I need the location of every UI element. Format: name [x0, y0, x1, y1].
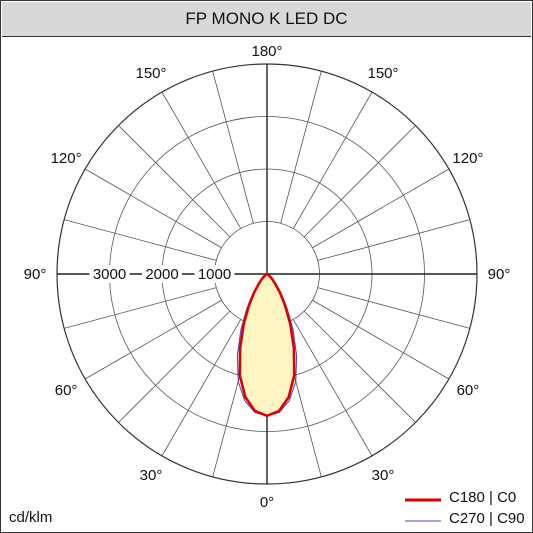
legend-item-c180-c0: C180 | C0: [401, 489, 531, 507]
angle-label: 180°: [251, 43, 282, 60]
angle-label: 30°: [372, 467, 395, 484]
angle-label: 150°: [135, 65, 166, 82]
grid-spoke: [303, 125, 416, 238]
radial-tick-label: 1000: [198, 266, 231, 283]
angle-label: 150°: [367, 65, 398, 82]
grid-spoke: [280, 71, 322, 224]
angle-label: 120°: [51, 150, 82, 167]
grid-spoke: [118, 125, 231, 238]
series-line-c180-c0: [238, 272, 296, 418]
grid-spoke: [317, 219, 470, 261]
chart-title: FP MONO K LED DC: [2, 2, 531, 37]
grid-spoke: [212, 71, 254, 224]
legend-label-c180-c0: C180 | C0: [449, 489, 517, 506]
radial-tick-bg: [142, 265, 182, 283]
legend-swatch-c180-c0: [405, 498, 441, 502]
series-fill-c180-c0: [239, 274, 295, 416]
grid-spoke: [64, 287, 217, 329]
grid-spoke: [118, 310, 231, 423]
angle-label: 90°: [488, 266, 511, 283]
grid-spoke: [317, 287, 470, 329]
grid-spoke: [312, 299, 450, 380]
grid-spoke: [312, 168, 450, 249]
grid-spoke: [84, 299, 222, 380]
grid-spoke: [84, 168, 222, 249]
legend-label-c270-c90: C270 | C90: [449, 510, 525, 527]
radial-tick-label: 2000: [145, 266, 178, 283]
grid-spoke: [64, 219, 217, 261]
grid-spoke: [161, 319, 242, 457]
radial-tick-bg: [194, 265, 235, 283]
grid-spoke: [161, 91, 242, 229]
legend-item-c270-c90: C270 | C90: [401, 510, 531, 528]
grid-spoke: [292, 319, 373, 457]
radial-tick-bg: [89, 265, 130, 283]
legend-swatch-c270-c90: [405, 520, 441, 522]
radial-tick-label: 3000: [93, 266, 126, 283]
angle-label: 60°: [55, 382, 78, 399]
angle-label: 0°: [260, 494, 274, 511]
angle-label: 120°: [452, 150, 483, 167]
angle-label: 60°: [457, 382, 480, 399]
angle-label: 90°: [24, 266, 47, 283]
grid-spoke: [292, 91, 373, 229]
angle-label: 30°: [140, 467, 163, 484]
grid-spoke: [303, 310, 416, 423]
unit-label: cd/klm: [9, 509, 53, 526]
